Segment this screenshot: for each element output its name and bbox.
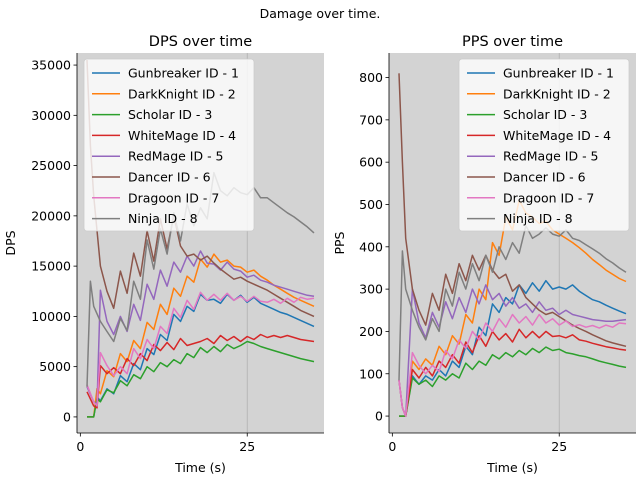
dps-legend-item: DarkKnight ID - 2 — [92, 86, 236, 101]
pps-legend-item: WhiteMage ID - 4 — [467, 128, 611, 143]
pps-x-tick-label: 25 — [551, 439, 567, 454]
pps-legend-label: Scholar ID - 3 — [503, 107, 587, 122]
dps-series-line-1 — [87, 293, 315, 418]
pps-legend-label: Dancer ID - 6 — [503, 170, 586, 185]
pps-series-line-3 — [399, 346, 627, 417]
pps-y-tick-label: 0 — [375, 409, 383, 424]
pps-chart-title: PPS over time — [462, 34, 563, 50]
dps-y-tick-label: 15000 — [31, 259, 71, 274]
dps-legend-label: DarkKnight ID - 2 — [128, 86, 236, 101]
pps-y-tick-label: 200 — [359, 324, 383, 339]
pps-legend-item: DarkKnight ID - 2 — [467, 86, 611, 101]
dps-legend-item: Ninja ID - 8 — [92, 211, 198, 226]
pps-series-line-4 — [398, 328, 627, 417]
pps-series-line-7 — [398, 313, 627, 417]
dps-series-line-6 — [86, 59, 315, 318]
dps-y-tick-label: 20000 — [31, 208, 71, 223]
dps-legend-label: Dancer ID - 6 — [128, 170, 211, 185]
dps-series-line-7 — [86, 291, 315, 407]
dps-legend: Gunbreaker ID - 1 DarkKnight ID - 2 Schola… — [83, 58, 255, 232]
pps-x-tick-label: 0 — [388, 439, 396, 454]
dps-legend-item: WhiteMage ID - 4 — [92, 128, 236, 143]
pps-legend-box — [458, 58, 630, 232]
dps-legend-label: Ninja ID - 8 — [128, 211, 198, 226]
dps-legend-label: Gunbreaker ID - 1 — [128, 66, 239, 81]
pps-legend-item: Gunbreaker ID - 1 — [467, 66, 614, 81]
dps-legend-item: Gunbreaker ID - 1 — [92, 66, 239, 81]
pps-chart: 0 100 200 300 400 500 600 700 800 0 25 PPS over tim… — [332, 34, 636, 475]
pps-legend-item: RedMage ID - 5 — [467, 149, 599, 164]
pps-y-tick-label: 800 — [359, 70, 383, 85]
dps-series-group — [86, 59, 315, 418]
dps-y-tick-label: 30000 — [31, 108, 71, 123]
dps-y-tick-label: 5000 — [39, 359, 71, 374]
figure-suptitle: Damage over time. — [260, 6, 381, 21]
dps-y-axis-label: DPS — [3, 230, 18, 255]
pps-legend-item: Dancer ID - 6 — [467, 170, 586, 185]
pps-y-tick-label: 400 — [359, 239, 383, 254]
dps-y-tick-label: 25000 — [31, 158, 71, 173]
dps-series-line-3 — [87, 340, 315, 418]
dps-legend-item: Dancer ID - 6 — [92, 170, 211, 185]
pps-y-tick-label: 100 — [359, 366, 383, 381]
dps-y-tick-label: 35000 — [31, 58, 71, 73]
dps-series-line-5 — [86, 250, 315, 406]
dps-chart: 0 5000 10000 15000 20000 25000 30000 35000 0 25 DP… — [3, 34, 324, 475]
pps-legend-label: Ninja ID - 8 — [503, 211, 573, 226]
dps-x-tick-label: 25 — [239, 439, 255, 454]
pps-legend-label: WhiteMage ID - 4 — [503, 128, 611, 143]
pps-series-line-6 — [398, 73, 627, 348]
pps-y-axis-label: PPS — [332, 231, 347, 254]
dps-legend-label: Dragoon ID - 7 — [128, 190, 219, 205]
dps-legend-label: WhiteMage ID - 4 — [128, 128, 236, 143]
dps-y-tick-label: 10000 — [31, 309, 71, 324]
dps-legend-item: RedMage ID - 5 — [92, 149, 224, 164]
dps-x-axis-label: Time (s) — [174, 460, 226, 475]
pps-y-tick-label: 500 — [359, 197, 383, 212]
pps-legend-label: Dragoon ID - 7 — [503, 190, 594, 205]
pps-y-tick-label: 600 — [359, 155, 383, 170]
dps-legend-label: RedMage ID - 5 — [128, 149, 224, 164]
dps-legend-box — [83, 58, 255, 232]
pps-series-line-5 — [398, 284, 627, 417]
pps-y-tick-label: 300 — [359, 282, 383, 297]
dps-legend-item: Scholar ID - 3 — [92, 107, 212, 122]
dps-series-line-4 — [86, 333, 315, 409]
pps-legend-label: DarkKnight ID - 2 — [503, 86, 611, 101]
pps-legend-label: RedMage ID - 5 — [503, 149, 599, 164]
dps-chart-title: DPS over time — [149, 34, 253, 50]
pps-legend: Gunbreaker ID - 1 DarkKnight ID - 2 Schola… — [458, 58, 630, 232]
pps-legend-label: Gunbreaker ID - 1 — [503, 66, 614, 81]
pps-x-axis-label: Time (s) — [486, 460, 538, 475]
dps-y-tick-label: 0 — [63, 409, 71, 424]
dps-legend-label: Scholar ID - 3 — [128, 107, 212, 122]
pps-series-line-8 — [398, 224, 627, 381]
pps-legend-item: Scholar ID - 3 — [467, 107, 587, 122]
pps-series-group — [398, 73, 627, 417]
dps-x-tick-label: 0 — [76, 439, 84, 454]
dps-legend-item: Dragoon ID - 7 — [92, 190, 219, 205]
pps-legend-item: Dragoon ID - 7 — [467, 190, 594, 205]
pps-y-tick-label: 700 — [359, 112, 383, 127]
pps-legend-item: Ninja ID - 8 — [467, 211, 573, 226]
